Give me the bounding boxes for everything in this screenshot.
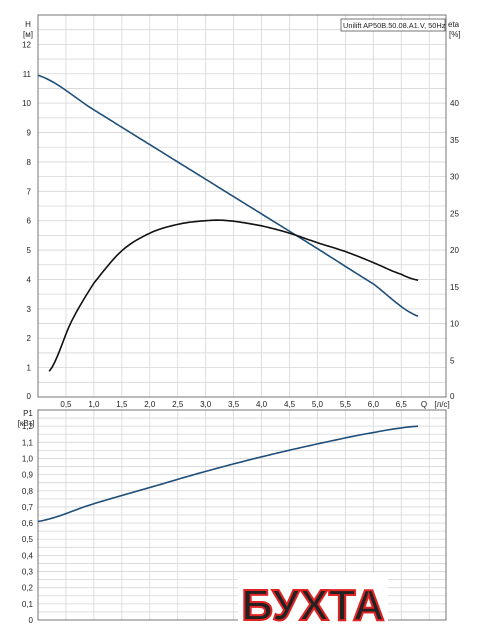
q-axis-unit: [л/с] (434, 400, 449, 409)
q-tick-label: 1,0 (88, 400, 100, 409)
eta-tick-label: 35 (450, 136, 459, 145)
q-tick-label: 6,5 (396, 400, 408, 409)
p1-tick-label: 1,2 (22, 422, 34, 431)
eta-tick-label: 25 (450, 209, 459, 218)
h-tick-label: 4 (27, 275, 32, 284)
power-tick-labels: 0 0,1 0,2 0,3 0,4 0,5 0,6 0,7 0,8 0,9 1,0 1,1 1,2 (22, 422, 34, 625)
q-tick-label: 2,0 (144, 400, 156, 409)
q-tick-label: 1,5 (116, 400, 128, 409)
h-tick-label: 11 (23, 70, 32, 79)
p1-tick-label: 1,0 (22, 454, 34, 463)
eta-axis-unit: [%] (449, 30, 461, 39)
p1-tick-label: 0,9 (22, 471, 34, 480)
head-eta-plot-frame (37, 14, 447, 398)
h-tick-label: 8 (27, 158, 32, 167)
p1-tick-label: 0 (29, 616, 34, 625)
p1-axis-unit: [кВт] (18, 419, 35, 428)
p1-tick-label: 1,1 (22, 438, 34, 447)
h-tick-label: 12 (22, 40, 31, 49)
q-tick-label: 5,5 (340, 400, 352, 409)
p1-tick-label: 0,7 (22, 503, 34, 512)
chart-title-box (340, 18, 446, 32)
eta-tick-label: 20 (450, 246, 459, 255)
q-tick-label: 2,5 (172, 400, 184, 409)
p1-tick-label: 0,1 (22, 600, 34, 609)
q-tick-label: 6,0 (368, 400, 380, 409)
chart-title: Unilift AP50B.50.08.A1.V, 50Hz (343, 21, 446, 30)
eta-tick-label: 10 (450, 320, 459, 329)
q-tick-label: 4,0 (256, 400, 268, 409)
p1-tick-label: 0,2 (22, 584, 34, 593)
q-tick-label: 3,0 (200, 400, 212, 409)
p1-tick-label: 0,3 (22, 568, 34, 577)
h-tick-label: 10 (22, 99, 31, 108)
h-tick-label: 7 (27, 187, 32, 196)
h-tick-label: 6 (27, 217, 32, 226)
efficiency-curve-line (48, 219, 419, 372)
origin-right-label: 0 (450, 392, 455, 401)
h-tick-label: 3 (27, 305, 32, 314)
q-tick-label: 4,5 (284, 400, 296, 409)
p1-axis-label: P1 (23, 409, 33, 418)
eta-tick-label: 5 (450, 356, 455, 365)
watermark-logo-text: БУХТА (241, 581, 384, 630)
h-tick-label: 1 (27, 364, 32, 373)
h-tick-label: 9 (27, 129, 32, 138)
eta-tick-label: 15 (450, 283, 459, 292)
eta-tick-label: 40 (450, 99, 459, 108)
p1-tick-label: 0,4 (22, 551, 34, 560)
h-tick-label: 2 (27, 334, 32, 343)
p1-tick-label: 0,8 (22, 487, 34, 496)
eta-tick-label: 30 (450, 173, 459, 182)
power-curve-line (37, 425, 419, 523)
p1-tick-label: 0,6 (22, 519, 34, 528)
h-tick-label: 5 (27, 246, 32, 255)
origin-left-label: 0 (27, 392, 32, 401)
h-axis-unit: [м] (23, 30, 33, 39)
watermark-backdrop (238, 573, 388, 629)
q-tick-label: 5,0 (312, 400, 324, 409)
q-tick-label: 0,5 (60, 400, 72, 409)
q-tick-label: 3,5 (228, 400, 240, 409)
eta-axis-label: eta (448, 20, 460, 29)
q-axis-label: Q (421, 400, 427, 409)
head-eta-grid (38, 15, 446, 397)
h-axis-label: H (25, 20, 31, 29)
p1-tick-label: 0,5 (22, 535, 34, 544)
head-curve-line (37, 74, 419, 317)
